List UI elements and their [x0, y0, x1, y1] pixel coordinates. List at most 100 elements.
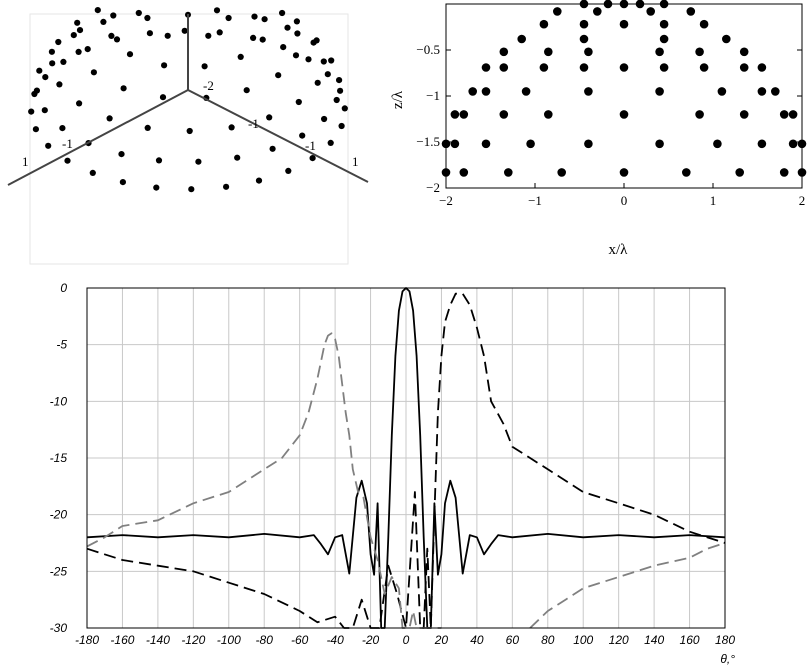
xz-point — [659, 34, 669, 44]
x-tick-label: -160 — [110, 633, 134, 647]
hemisphere-point — [164, 32, 171, 39]
xz-point — [788, 139, 798, 149]
xz-point — [655, 47, 664, 57]
xz-point — [504, 168, 513, 177]
xz-point — [739, 47, 749, 57]
xz-point — [544, 47, 553, 57]
xz-point — [722, 34, 731, 44]
xz-point — [699, 19, 709, 29]
xz-point — [757, 63, 767, 72]
hemisphere-point — [259, 36, 266, 43]
series-line-2 — [86, 292, 726, 629]
hemisphere-point — [292, 52, 300, 59]
xz-point — [450, 110, 460, 119]
xz-point — [584, 139, 593, 149]
hemisphere-point — [266, 114, 273, 121]
xz-point — [517, 34, 526, 44]
hemisphere-point — [195, 158, 202, 165]
y-tick-label: 0 — [60, 281, 67, 295]
x-tick-label: -120 — [181, 633, 205, 647]
xz-point — [579, 19, 589, 29]
hemisphere-point — [336, 77, 343, 84]
hemisphere-point — [201, 63, 208, 70]
xz-point — [539, 63, 549, 72]
hemisphere-point — [279, 9, 286, 17]
xz-point — [499, 63, 509, 72]
hemisphere-point — [108, 32, 115, 40]
hemisphere-point — [293, 18, 300, 25]
hemisphere-3d-plot: -2 1 1 -1 -1 -1 — [7, 7, 369, 265]
hemisphere-point — [153, 184, 160, 191]
hemisphere-point — [100, 18, 107, 25]
xz-x-tick-label: 2 — [799, 193, 806, 208]
hemisphere-point — [284, 24, 291, 31]
hemisphere-point — [280, 44, 287, 51]
hemisphere-point — [74, 19, 81, 26]
hemisphere-point — [310, 39, 317, 46]
hemisphere-point — [90, 69, 97, 76]
y-tick-label: -15 — [50, 451, 68, 465]
hemisphere-point — [42, 74, 49, 81]
hemisphere-point — [64, 157, 71, 164]
series-line-3 — [86, 332, 442, 629]
x-tick-label: 160 — [680, 633, 700, 647]
hemisphere-point — [55, 38, 62, 46]
3d-tick-label: 1 — [22, 154, 29, 169]
xz-point — [553, 7, 562, 16]
3d-tick-label: -1 — [62, 136, 73, 151]
xz-point — [655, 139, 664, 149]
hemisphere-point — [327, 139, 334, 146]
line-chart-ticks: -180 -160 -140 -120 -100 -80 -60 -40 -20 0 20 40 60 8… — [50, 281, 736, 647]
hemisphere-point — [213, 7, 221, 14]
xz-point — [579, 63, 589, 72]
hemisphere-point — [285, 167, 292, 174]
3d-tick-label: -1 — [305, 138, 316, 153]
xz-point — [695, 110, 704, 119]
xz-point — [739, 63, 749, 72]
line-chart-xlabel: θ,° — [720, 652, 735, 666]
hemisphere-point — [181, 27, 188, 34]
hemisphere-point — [70, 31, 77, 39]
xz-point — [659, 63, 669, 72]
y-tick-label: -25 — [50, 564, 68, 578]
hemisphere-point — [135, 9, 142, 17]
hemisphere-point — [94, 7, 101, 14]
xz-x-tick-label: −1 — [528, 193, 542, 208]
x-tick-label: -180 — [75, 633, 99, 647]
xz-point — [655, 87, 664, 96]
xz-point — [717, 87, 727, 96]
xz-point — [441, 139, 451, 149]
hemisphere-point — [126, 51, 134, 58]
hemisphere-point — [338, 122, 345, 130]
hemisphere-point — [56, 81, 63, 88]
hemisphere-point — [251, 13, 258, 20]
hemisphere-point — [305, 56, 312, 63]
xz-point — [659, 19, 669, 29]
xz-y-tick-label: −1 — [426, 88, 440, 103]
x-tick-label: 120 — [609, 633, 629, 647]
hemisphere-point — [89, 169, 96, 176]
xz-point — [619, 63, 629, 72]
y-tick-label: -30 — [50, 621, 68, 635]
xz-point — [603, 0, 613, 9]
hemisphere-point — [341, 105, 348, 112]
xz-point — [468, 87, 477, 96]
x-tick-label: 80 — [541, 633, 555, 647]
hemisphere-point — [49, 60, 56, 67]
xz-point — [441, 168, 451, 177]
hemisphere-point — [324, 71, 331, 78]
xz-x-tick-label: 1 — [710, 193, 717, 208]
line-chart-frame — [86, 287, 726, 629]
hemisphere-point — [60, 58, 67, 65]
hemisphere-point — [31, 90, 38, 98]
hemisphere-point — [36, 67, 43, 74]
3d-tick-label: 1 — [352, 154, 359, 169]
xz-point — [699, 63, 709, 72]
xz-point — [695, 47, 704, 57]
xz-point — [619, 168, 629, 177]
xz-point — [659, 0, 669, 9]
hemisphere-point — [294, 30, 301, 37]
xz-point — [619, 19, 629, 29]
xz-point — [481, 63, 491, 72]
hemisphere-point — [76, 100, 83, 107]
